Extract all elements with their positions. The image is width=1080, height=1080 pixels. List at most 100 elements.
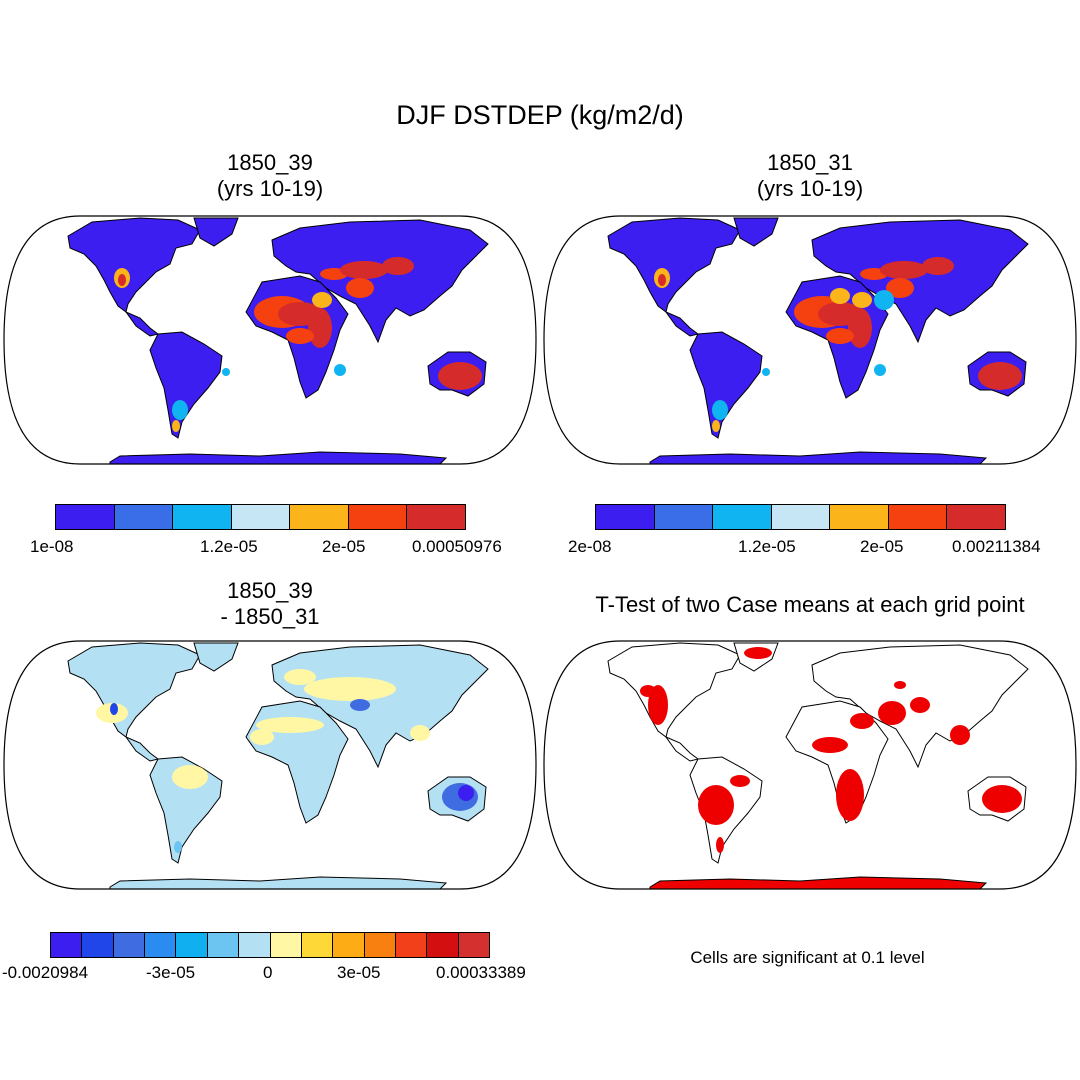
colorbar-swatch	[427, 933, 459, 957]
landmass-samerica	[149, 331, 223, 439]
panel-title-case2-line2: (yrs 10-19)	[756, 176, 864, 201]
landmass-eurasia	[811, 219, 1029, 344]
landmass-eurasia	[271, 644, 489, 769]
colorbar-case2-label-min: 2e-08	[568, 537, 612, 556]
field-patch	[334, 364, 346, 376]
colorbar-swatch	[458, 933, 490, 957]
colorbar-swatch	[114, 505, 174, 529]
colorbar-case2-label-2: 1.2e-05	[738, 537, 796, 556]
colorbar-swatch	[364, 933, 396, 957]
colorbar-swatch	[82, 933, 114, 957]
field-patch	[716, 837, 724, 853]
colorbar-case1	[55, 504, 466, 530]
landmass-greenland	[193, 217, 239, 247]
colorbar-swatch	[596, 505, 655, 529]
field-patch	[438, 362, 482, 390]
colorbar-swatch	[239, 933, 271, 957]
field-patch	[910, 697, 930, 713]
field-patch	[346, 278, 374, 298]
landmass-antarctica	[109, 876, 448, 889]
landmass-antarctica	[649, 876, 988, 889]
map-diff	[3, 640, 537, 890]
colorbar-swatch	[888, 505, 948, 529]
field-patch	[922, 257, 954, 275]
panel-title-diff: 1850_39 - 1850_31	[0, 578, 540, 630]
field-patch	[762, 368, 770, 376]
field-patch	[172, 400, 188, 420]
field-patch	[350, 699, 370, 711]
field-patch	[950, 725, 970, 745]
landmass-antarctica	[649, 451, 988, 464]
panel-title-case1: 1850_39 (yrs 10-19)	[0, 150, 540, 202]
field-patch	[312, 292, 332, 308]
colorbar-swatch	[51, 933, 83, 957]
field-patch	[250, 729, 274, 745]
field-patch	[286, 328, 314, 344]
field-patch	[340, 261, 388, 279]
landmass-namerica	[607, 217, 741, 313]
colorbar-swatch	[145, 933, 177, 957]
panel-title-ttest: T-Test of two Case means at each grid po…	[595, 592, 1025, 617]
colorbar-diff-label-max: 0.00033389	[436, 963, 526, 982]
field-patch	[874, 364, 886, 376]
field-patch	[852, 292, 872, 308]
figure-title: DJF DSTDEP (kg/m2/d)	[396, 100, 684, 130]
colorbar-swatch	[395, 933, 428, 957]
colorbar-case1-label-2: 1.2e-05	[200, 537, 258, 556]
colorbar-swatch	[173, 505, 232, 529]
map-case2	[543, 215, 1077, 465]
field-patch	[826, 328, 854, 344]
colorbar-diff-label-4: 3e-05	[337, 963, 381, 982]
colorbar-swatch	[231, 505, 291, 529]
field-patch	[410, 725, 430, 741]
colorbar-swatch	[654, 505, 714, 529]
field-patch	[118, 274, 126, 286]
field-patch	[848, 308, 872, 348]
panel-title-case1-line1: 1850_39	[227, 150, 313, 175]
panel-title-diff-line1: 1850_39	[227, 578, 313, 603]
field-patch	[730, 775, 750, 787]
field-patch	[978, 362, 1022, 390]
field-patch	[874, 290, 894, 310]
colorbar-swatch	[771, 505, 831, 529]
colorbar-diff-label-zero: 0	[263, 963, 273, 982]
field-patch	[712, 400, 728, 420]
colorbar-swatch	[56, 505, 115, 529]
landmass-namerica	[67, 217, 201, 313]
panel-title-case1-line2: (yrs 10-19)	[216, 176, 324, 201]
field-patch	[304, 677, 396, 701]
colorbar-swatch	[176, 933, 208, 957]
map-border	[543, 640, 1077, 890]
field-patch	[712, 420, 720, 432]
landmass-namerica	[607, 642, 741, 738]
colorbar-swatch	[333, 933, 365, 957]
colorbar-case2-label-max: 0.00211384	[952, 537, 1041, 556]
colorbar-swatch	[713, 505, 772, 529]
field-patch	[878, 701, 906, 725]
colorbar-swatch	[947, 505, 1006, 529]
panel-title-diff-line2: - 1850_31	[220, 604, 320, 629]
map-case1	[3, 215, 537, 465]
field-patch	[886, 278, 914, 298]
field-patch	[172, 420, 180, 432]
panel-title-case2: 1850_31 (yrs 10-19)	[540, 150, 1080, 202]
colorbar-swatch	[407, 505, 466, 529]
colorbar-swatch	[830, 505, 889, 529]
field-patch	[658, 274, 666, 286]
colorbar-diff	[50, 932, 490, 958]
landmass-samerica	[689, 331, 763, 439]
colorbar-swatch	[348, 505, 408, 529]
field-patch	[836, 769, 864, 821]
landmass-namerica	[67, 642, 201, 738]
field-patch	[850, 713, 874, 729]
ttest-footer-note: Cells are significant at 0.1 level	[690, 948, 925, 967]
map-border	[3, 640, 537, 890]
field-patch	[382, 257, 414, 275]
field-patch	[640, 685, 656, 697]
field-patch	[308, 308, 332, 348]
field-patch	[222, 368, 230, 376]
landmass-eurasia	[271, 219, 489, 344]
field-patch	[174, 841, 182, 853]
landmass-antarctica	[109, 451, 448, 464]
colorbar-case2	[595, 504, 1006, 530]
